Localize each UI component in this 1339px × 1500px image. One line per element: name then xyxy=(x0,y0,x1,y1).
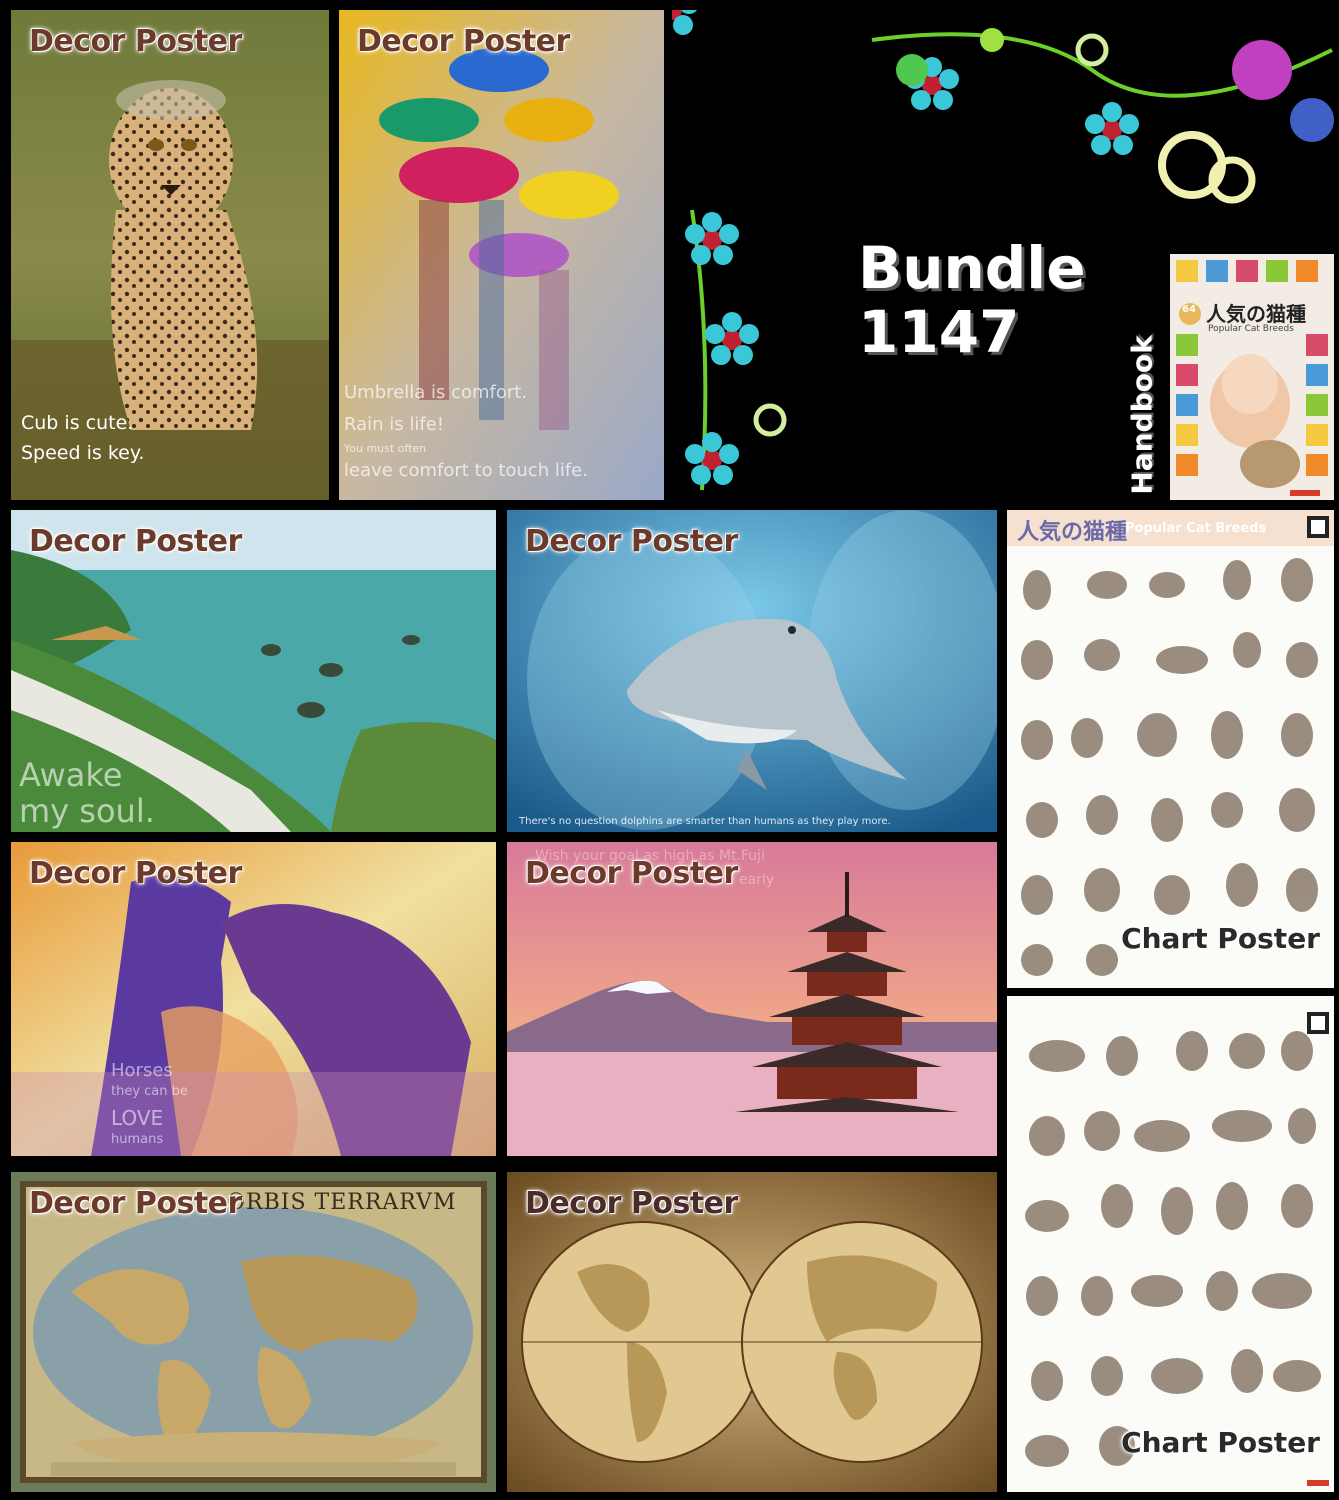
umbrellas-caption-line4: leave comfort to touch life. xyxy=(344,460,588,481)
handbook-cover[interactable]: 64 人気の猫種 Popular Cat Breeds xyxy=(1170,254,1334,500)
decor-poster-label: Decor Poster xyxy=(29,524,242,559)
chart-header: 人気の猫種 Popular Cat Breeds xyxy=(1007,510,1334,546)
umbrellas-caption-line1: Umbrella is comfort. xyxy=(344,382,528,403)
bundle-number: 1147 xyxy=(858,298,1020,366)
hemisphere-map-image xyxy=(507,1172,997,1492)
horses-image xyxy=(11,842,496,1156)
coast-image xyxy=(11,510,496,832)
cheetah-caption-line1: Cub is cute. xyxy=(21,412,134,434)
dolphin-image xyxy=(507,510,997,832)
bundle-title: Bundle 1147 xyxy=(858,236,1086,364)
coast-caption-line1: Awake xyxy=(19,756,123,794)
decor-poster-label: Decor Poster xyxy=(29,24,242,59)
old-world-map-poster[interactable]: ORBIS TERRARVM Decor Poster xyxy=(11,1172,496,1492)
decor-poster-label: Decor Poster xyxy=(29,856,242,891)
handbook-number: 64 xyxy=(1182,304,1196,315)
horses-caption-line1: Horses xyxy=(111,1060,173,1081)
horses-caption-line3: LOVE xyxy=(111,1106,164,1130)
fuji-pagoda-image xyxy=(507,842,997,1156)
cat-breeds-chart-2[interactable]: Chart Poster xyxy=(1007,996,1334,1492)
decor-poster-label: Decor Poster xyxy=(525,856,738,891)
cat-photos-grid xyxy=(1025,1012,1329,1486)
coast-poster[interactable]: Decor Poster Awake my soul. xyxy=(11,510,496,832)
horses-caption-line2: they can be xyxy=(111,1084,188,1099)
dolphin-poster[interactable]: Decor Poster There's no question dolphin… xyxy=(507,510,997,832)
umbrellas-caption-line3: You must often xyxy=(344,442,427,455)
horses-caption-line4: humans xyxy=(111,1132,164,1147)
fuji-caption-line2: early xyxy=(739,872,775,888)
handbook-label-text: Handbook xyxy=(1125,335,1159,495)
decor-poster-label: Decor Poster xyxy=(29,1186,242,1221)
umbrellas-image xyxy=(339,10,664,500)
decor-poster-label: Decor Poster xyxy=(525,524,738,559)
handbook-title-en: Popular Cat Breeds xyxy=(1208,324,1294,334)
cat-photos-grid xyxy=(1021,516,1329,976)
umbrellas-caption-line2: Rain is life! xyxy=(344,414,445,435)
chart-title-en: Popular Cat Breeds xyxy=(1125,521,1267,536)
chart-title-jp: 人気の猫種 xyxy=(1017,520,1128,545)
cheetah-poster[interactable]: Decor Poster Cub is cute. Speed is key. xyxy=(11,10,329,500)
horses-poster[interactable]: Decor Poster Horses they can be LOVE hum… xyxy=(11,842,496,1156)
cheetah-image xyxy=(11,10,329,500)
handbook-title-jp: 人気の猫種 xyxy=(1206,302,1306,326)
handbook-label: Handbook xyxy=(1122,335,1162,494)
handbook-cover-art xyxy=(1176,260,1328,496)
old-world-map-image xyxy=(11,1172,496,1492)
decor-poster-label: Decor Poster xyxy=(357,24,570,59)
map-banner: ORBIS TERRARVM xyxy=(227,1190,457,1215)
fuji-pagoda-poster[interactable]: Decor Poster Wish your goal as high as M… xyxy=(507,842,997,1156)
chart-poster-label: Chart Poster xyxy=(1121,922,1320,955)
fuji-caption: Wish your goal as high as Mt.Fuji xyxy=(535,848,765,864)
decorative-flowers xyxy=(672,10,1334,491)
umbrellas-poster[interactable]: Decor Poster Umbrella is comfort. Rain i… xyxy=(339,10,664,500)
hemisphere-map-poster[interactable]: Decor Poster xyxy=(507,1172,997,1492)
cat-breeds-chart-1[interactable]: 人気の猫種 Popular Cat Breeds Chart Poster xyxy=(1007,510,1334,988)
dolphin-caption: There's no question dolphins are smarter… xyxy=(519,816,891,827)
decor-poster-label: Decor Poster xyxy=(525,1186,738,1221)
chart-poster-label: Chart Poster xyxy=(1121,1426,1320,1459)
cheetah-caption-line2: Speed is key. xyxy=(21,442,145,464)
coast-caption-line2: my soul. xyxy=(19,792,155,830)
bundle-word: Bundle xyxy=(858,234,1086,302)
